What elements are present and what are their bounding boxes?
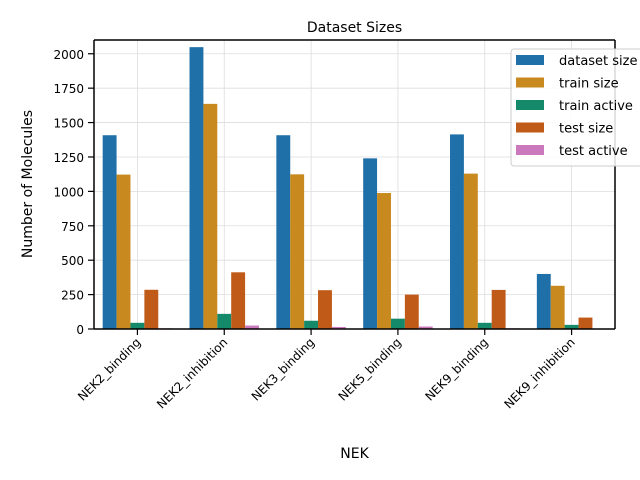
x-tick-label: NEK3_binding (249, 335, 317, 403)
bar (418, 326, 433, 329)
bar (450, 134, 464, 329)
bar (377, 193, 391, 329)
legend-label: test active (559, 144, 628, 159)
bar (550, 285, 565, 329)
y-tick-label: 1750 (53, 82, 84, 96)
legend-swatch (516, 77, 544, 88)
bar (189, 47, 204, 329)
x-tick-label: NEK5_binding (336, 335, 404, 403)
bar (203, 103, 218, 329)
legend-swatch (516, 55, 544, 65)
x-tick-label: NEK9_binding (422, 335, 490, 403)
x-tick-label: NEK2_binding (75, 335, 143, 403)
bar (276, 135, 291, 329)
y-ticks: 0 250 500 750 1000 1250 1500 1750 2000 (53, 48, 94, 337)
y-tick-label: 250 (61, 289, 84, 303)
legend-label: test size (559, 122, 613, 137)
x-axis-label: NEK (340, 446, 369, 462)
bar (477, 322, 492, 329)
y-tick-label: 0 (76, 323, 84, 337)
y-tick-label: 750 (61, 220, 84, 234)
bar (404, 294, 419, 329)
bar (217, 313, 232, 329)
bar (231, 272, 246, 329)
bar (318, 290, 332, 329)
y-tick-label: 500 (61, 254, 84, 268)
bar (102, 135, 117, 329)
legend: dataset size train size train active test s… (510, 48, 640, 167)
legend-label: train size (559, 77, 619, 92)
bar (304, 320, 319, 329)
bar (578, 317, 593, 329)
legend-label: dataset size (559, 54, 638, 69)
grid-lines (94, 40, 615, 330)
legend-swatch (516, 145, 544, 155)
bar (290, 174, 305, 329)
bar (363, 158, 378, 329)
x-ticks: NEK2_binding NEK2_inhibition NEK3_binding N… (75, 329, 578, 412)
bar (463, 173, 478, 329)
legend-swatch (516, 100, 544, 110)
legend-swatch (516, 122, 544, 133)
x-tick-label: NEK9_inhibition (501, 335, 577, 411)
bar (536, 273, 551, 329)
legend-label: train active (559, 99, 633, 114)
bar (144, 289, 159, 329)
bars (102, 47, 607, 329)
y-tick-label: 1000 (53, 185, 84, 199)
bar (116, 174, 131, 329)
bar (491, 289, 506, 329)
y-tick-label: 1500 (53, 117, 84, 131)
y-axis-label: Number of Molecules (20, 110, 36, 258)
chart-title: Dataset Sizes (307, 20, 402, 36)
bar (331, 326, 346, 329)
bar (390, 318, 405, 329)
bar (130, 322, 145, 329)
bar (245, 325, 259, 329)
y-tick-label: 1250 (53, 151, 84, 165)
bar (564, 324, 579, 329)
y-tick-label: 2000 (53, 48, 84, 62)
x-tick-label: NEK2_inhibition (154, 335, 230, 411)
